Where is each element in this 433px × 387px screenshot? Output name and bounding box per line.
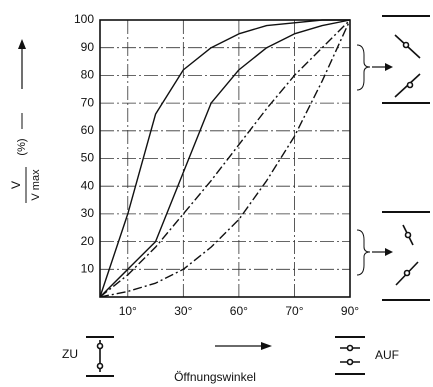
y-tick-label: 100 — [74, 12, 94, 26]
x-tick-label: 70° — [285, 304, 303, 318]
x-arrow — [215, 342, 272, 350]
y-tick-label: 60 — [81, 123, 95, 137]
y-tick-label: 50 — [81, 151, 95, 165]
y-tick-label: 10 — [81, 261, 95, 275]
y-tick-label: 90 — [81, 40, 95, 54]
y-tick-label: 40 — [81, 178, 95, 192]
x-tick-label: 30° — [174, 304, 192, 318]
x-tick-label: 10° — [119, 304, 137, 318]
plot-frame — [99, 19, 351, 298]
curve — [99, 19, 350, 298]
x-tick-label: 90° — [341, 304, 359, 318]
y-label-numerator: V — [9, 181, 23, 189]
y-tick-label: 80 — [81, 68, 95, 82]
y-arrow-head — [18, 39, 26, 49]
open-label: AUF — [375, 348, 399, 362]
curve — [99, 19, 351, 298]
y-label-unit: (%) — [16, 138, 28, 155]
y-tick-label: 30 — [81, 206, 95, 220]
closed-label: ZU — [62, 347, 78, 361]
valve-icons-top — [356, 15, 430, 104]
x-axis-label: Öffnungswinkel — [174, 370, 256, 384]
open-valve-icon — [335, 336, 365, 375]
valve-icons-bottom — [356, 211, 430, 301]
y-tick-label: 20 — [81, 234, 95, 248]
y-label-denominator: V max — [30, 169, 42, 201]
y-tick-label: 70 — [81, 95, 95, 109]
x-tick-label: 60° — [230, 304, 248, 318]
y-axis-label: V V max (%) — [9, 39, 42, 203]
curve — [99, 19, 351, 298]
closed-valve-icon — [86, 336, 114, 377]
curve — [99, 19, 351, 298]
